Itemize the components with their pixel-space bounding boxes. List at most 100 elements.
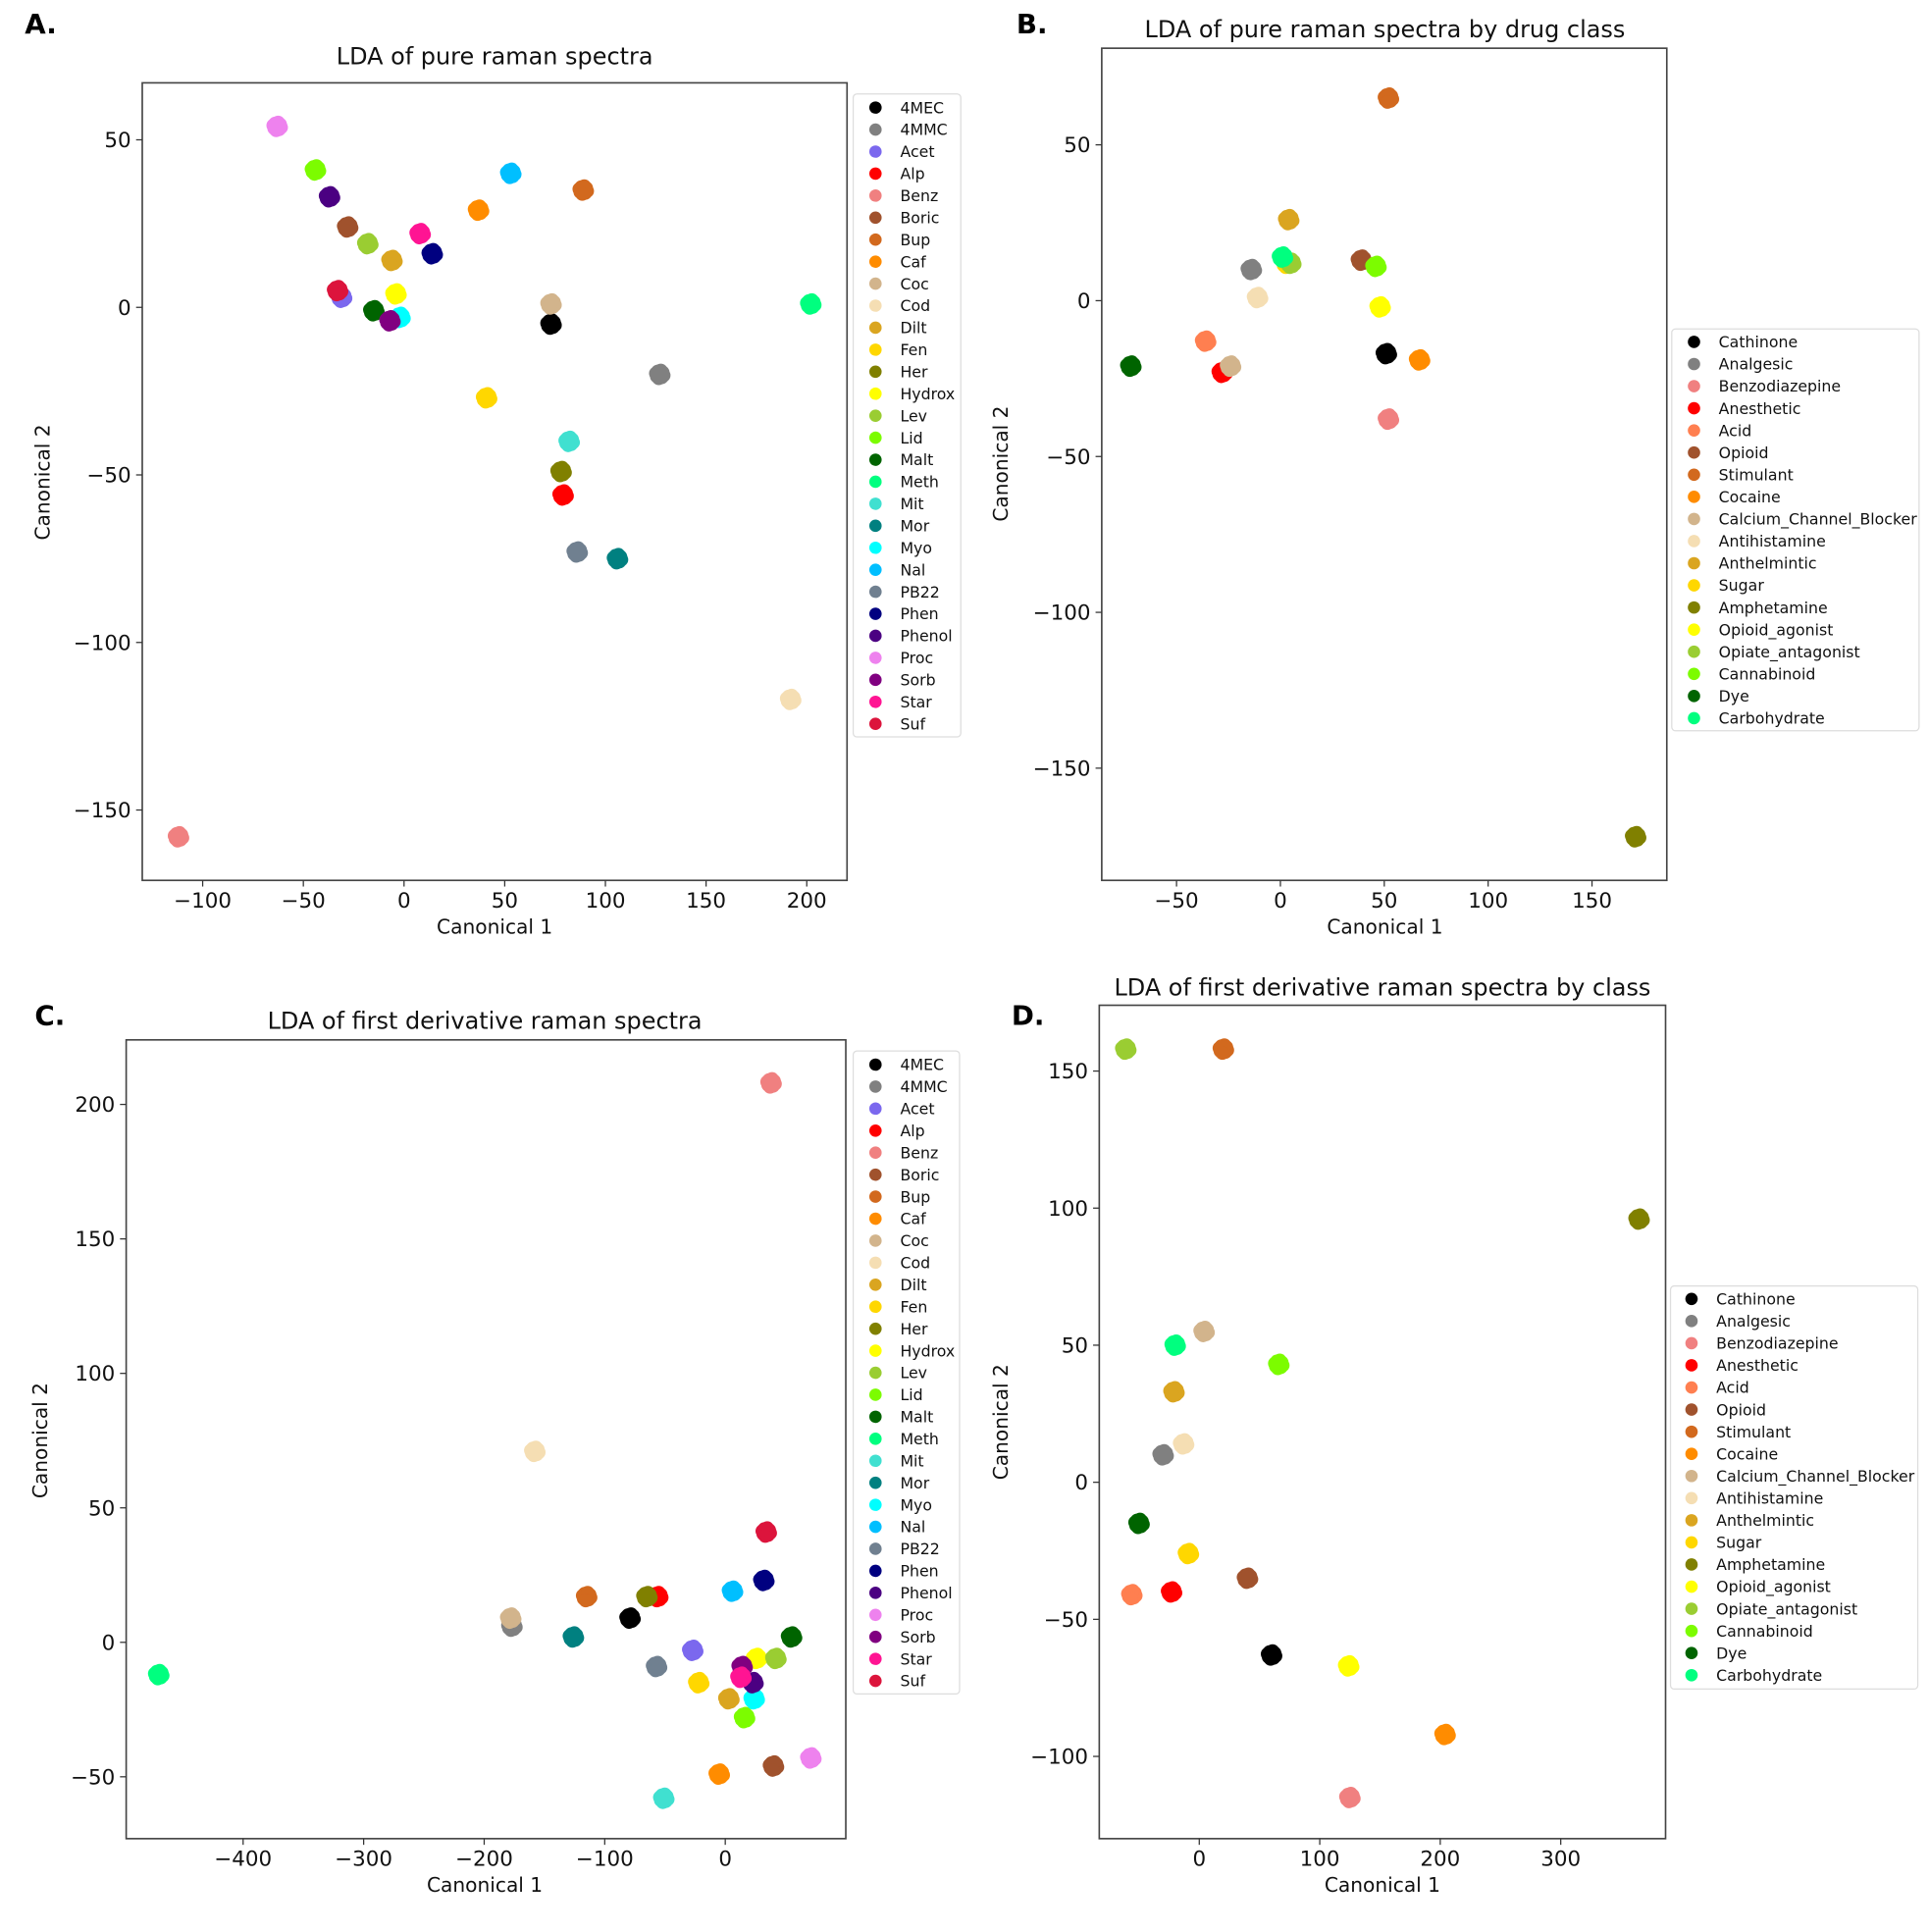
point-Antihistamine bbox=[1175, 1440, 1190, 1455]
legend-marker bbox=[1688, 667, 1700, 681]
legend-marker bbox=[868, 1608, 882, 1622]
data-points bbox=[147, 1071, 822, 1809]
axes-frame bbox=[1101, 47, 1668, 882]
point-Caf bbox=[470, 207, 485, 222]
point-Calcium_Channel_Blocker bbox=[1196, 1329, 1211, 1342]
legend-marker bbox=[868, 1212, 882, 1226]
legend-marker bbox=[868, 1520, 882, 1534]
y-tick-label: 50 bbox=[1064, 133, 1090, 158]
legend-marker bbox=[1688, 535, 1700, 548]
axes-frame bbox=[125, 1038, 847, 1840]
legend-marker bbox=[868, 1102, 882, 1116]
legend-label: Hydrox bbox=[900, 1341, 955, 1360]
point-Suf bbox=[758, 1529, 772, 1543]
legend-label: Phen bbox=[900, 1562, 938, 1581]
legend-marker bbox=[1688, 556, 1700, 570]
y-tick-label: −150 bbox=[74, 799, 131, 823]
legend-label: Antihistamine bbox=[1716, 1488, 1823, 1507]
panel-b: B. LDA of pure raman spectra by drug clas… bbox=[989, 8, 1920, 938]
point-Cod bbox=[782, 696, 797, 710]
legend-label: Calcium_Channel_Blocker bbox=[1719, 510, 1918, 530]
legend-label: Opioid_agonist bbox=[1719, 620, 1834, 640]
legend-marker bbox=[868, 1234, 882, 1247]
legend-label: Benz bbox=[900, 186, 938, 205]
y-tick-label: 0 bbox=[1074, 1471, 1088, 1495]
legend-marker bbox=[1688, 468, 1700, 482]
legend-label: Cathinone bbox=[1719, 333, 1798, 351]
y-tick-label: 150 bbox=[1048, 1060, 1088, 1084]
legend-label: Lev bbox=[900, 1364, 927, 1383]
legend-label: Mor bbox=[900, 516, 929, 535]
legend-label: Sugar bbox=[1716, 1534, 1762, 1552]
point-Alp bbox=[554, 492, 569, 506]
legend-marker bbox=[1688, 380, 1700, 392]
y-tick-label: −100 bbox=[74, 631, 131, 655]
legend-marker bbox=[868, 365, 882, 379]
legend-label: Opioid bbox=[1719, 444, 1769, 462]
legend-marker bbox=[868, 453, 882, 466]
point-Sorb bbox=[382, 318, 396, 332]
legend-label: Cannabinoid bbox=[1716, 1622, 1813, 1641]
legend-marker bbox=[868, 123, 882, 136]
legend-label: Analgesic bbox=[1716, 1312, 1791, 1331]
point-Dilt bbox=[720, 1696, 735, 1710]
point-Anesthetic bbox=[1164, 1589, 1177, 1603]
y-tick-label: 50 bbox=[1062, 1334, 1088, 1359]
legend-marker bbox=[868, 1300, 882, 1314]
legend-marker bbox=[868, 563, 882, 576]
point-Cathinone bbox=[1379, 350, 1392, 365]
legend-marker bbox=[868, 1366, 882, 1380]
point-Mor bbox=[609, 555, 624, 570]
legend-label: Benzodiazepine bbox=[1716, 1334, 1838, 1353]
legend-marker bbox=[1685, 1514, 1698, 1527]
x-tick-label: 0 bbox=[1192, 1848, 1206, 1872]
legend-label: Dye bbox=[1716, 1644, 1747, 1662]
y-tick-label: −150 bbox=[1033, 757, 1091, 781]
legend-marker bbox=[1685, 1469, 1698, 1483]
y-tick-label: −100 bbox=[1033, 601, 1091, 626]
legend-marker bbox=[868, 1168, 882, 1181]
panel-label: C. bbox=[34, 1000, 65, 1032]
x-tick-label: 50 bbox=[492, 889, 518, 914]
x-axis-label: Canonical 1 bbox=[437, 914, 552, 938]
legend-marker bbox=[868, 189, 882, 202]
point-Opioid_agonist bbox=[1372, 303, 1386, 318]
panel-a: A. LDA of pure raman spectra Canonical 1 Ca… bbox=[25, 8, 962, 938]
chart-title: LDA of first derivative raman spectra by… bbox=[1114, 973, 1650, 1001]
legend-marker bbox=[1685, 1624, 1698, 1638]
legend-marker bbox=[1688, 357, 1700, 371]
point-Cocaine bbox=[1411, 356, 1426, 371]
legend-label: Cannabinoid bbox=[1719, 664, 1816, 683]
legend-marker bbox=[868, 1454, 882, 1468]
point-Her bbox=[639, 1593, 653, 1608]
legend-label: Caf bbox=[900, 252, 926, 271]
x-tick-label: 50 bbox=[1371, 889, 1397, 914]
axes-frame bbox=[1098, 1004, 1667, 1840]
y-tick-label: 0 bbox=[102, 1631, 116, 1655]
legend: 4MEC 4MMC Acet Alp Benz Boric Bup Caf Coc Cod Dilt… bbox=[852, 93, 962, 738]
legend-marker bbox=[1685, 1602, 1698, 1615]
legend-label: Stimulant bbox=[1716, 1423, 1791, 1441]
legend-label: Calcium_Channel_Blocker bbox=[1716, 1467, 1915, 1487]
y-axis-label: Canonical 2 bbox=[28, 1383, 52, 1498]
point-Meth bbox=[150, 1671, 165, 1686]
point-Caf bbox=[711, 1771, 725, 1786]
x-tick-label: 300 bbox=[1540, 1848, 1581, 1872]
legend-label: Amphetamine bbox=[1719, 599, 1828, 617]
x-axis-label: Canonical 1 bbox=[1327, 914, 1442, 938]
legend-marker bbox=[868, 541, 882, 554]
y-tick-label: 150 bbox=[75, 1227, 115, 1252]
legend-marker bbox=[868, 211, 882, 225]
legend-marker bbox=[868, 343, 882, 356]
legend-marker bbox=[1688, 711, 1700, 725]
point-Lev bbox=[359, 240, 374, 255]
point-Lev bbox=[767, 1655, 782, 1670]
legend-marker bbox=[868, 1410, 882, 1424]
point-Cocaine bbox=[1436, 1731, 1451, 1746]
point-Myo bbox=[746, 1696, 760, 1710]
point-Proc bbox=[803, 1754, 817, 1769]
legend-label: Lev bbox=[900, 406, 927, 425]
point-Opioid bbox=[1239, 1575, 1254, 1590]
point-Mit bbox=[561, 438, 575, 452]
legend-marker bbox=[1685, 1292, 1698, 1306]
